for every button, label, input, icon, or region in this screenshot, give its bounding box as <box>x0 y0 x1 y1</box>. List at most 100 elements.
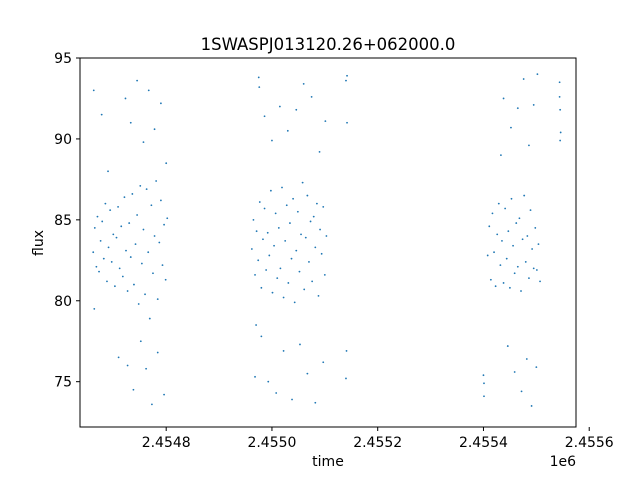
chart-title: 1SWASPJ013120.26+062000.0 <box>201 35 456 54</box>
data-point <box>486 254 489 257</box>
data-point <box>276 277 279 280</box>
data-point <box>505 257 508 260</box>
data-point <box>142 141 145 144</box>
data-point <box>499 264 502 267</box>
data-point <box>260 335 263 338</box>
data-point <box>513 371 516 373</box>
data-point <box>282 350 285 352</box>
data-point <box>147 251 150 254</box>
data-point <box>316 202 318 205</box>
data-point <box>156 298 159 301</box>
data-point <box>323 273 326 276</box>
data-point <box>133 283 135 286</box>
data-point <box>286 129 289 132</box>
data-point <box>266 231 269 234</box>
data-point <box>93 307 96 310</box>
data-point <box>281 186 283 189</box>
data-point <box>99 239 102 242</box>
data-point <box>291 398 293 401</box>
data-point <box>131 193 134 195</box>
data-point <box>160 102 162 105</box>
data-point <box>507 230 510 233</box>
data-point <box>520 290 522 292</box>
data-point <box>324 120 327 123</box>
data-point <box>126 290 129 292</box>
data-point <box>295 108 298 111</box>
data-point <box>325 235 328 237</box>
y-axis-label: flux <box>31 230 47 256</box>
data-point <box>161 264 164 267</box>
data-point <box>312 215 315 218</box>
data-point <box>529 209 532 212</box>
data-point <box>306 372 309 375</box>
data-point <box>293 301 296 304</box>
data-point <box>510 126 512 129</box>
data-point <box>296 210 299 213</box>
data-point <box>96 215 99 218</box>
data-point <box>488 225 491 228</box>
data-point <box>166 217 169 220</box>
data-point <box>153 128 156 131</box>
data-point <box>114 285 116 288</box>
data-point <box>117 205 119 208</box>
data-point <box>494 285 497 288</box>
data-point <box>526 235 529 237</box>
data-point <box>500 154 502 157</box>
data-point <box>559 131 562 134</box>
data-point <box>252 218 255 221</box>
data-point <box>151 403 153 406</box>
data-point <box>558 95 561 98</box>
data-point <box>254 375 256 378</box>
data-point <box>145 367 148 370</box>
data-point <box>523 194 526 197</box>
data-point <box>303 288 306 291</box>
data-point <box>282 296 285 299</box>
data-point <box>510 197 513 200</box>
data-point <box>93 227 96 229</box>
data-point <box>290 257 293 260</box>
data-point <box>136 214 139 216</box>
data-point <box>136 79 139 82</box>
x-tick-label: 2.4554 <box>459 435 508 451</box>
x-axis-offset-label: 1e6 <box>550 454 577 470</box>
data-point <box>345 79 347 82</box>
data-point <box>92 251 95 254</box>
data-point <box>287 282 290 284</box>
data-point <box>491 212 494 215</box>
data-point <box>265 269 268 271</box>
data-point <box>255 230 258 233</box>
data-point <box>489 278 492 281</box>
data-point <box>144 293 146 296</box>
data-point <box>263 207 266 210</box>
data-point <box>512 244 514 247</box>
data-point <box>504 207 507 210</box>
x-tick-label: 2.4550 <box>247 435 296 451</box>
data-point <box>117 356 120 359</box>
x-tick-label: 2.4552 <box>353 435 402 451</box>
data-point <box>346 121 348 124</box>
data-point <box>497 202 500 205</box>
data-point <box>268 254 271 257</box>
data-point <box>301 181 304 184</box>
data-point <box>262 238 264 241</box>
data-point <box>537 243 540 246</box>
y-tick-label: 80 <box>54 294 72 310</box>
x-axis-label: time <box>312 454 344 470</box>
y-tick-label: 75 <box>54 375 72 391</box>
data-point <box>532 267 535 270</box>
data-point <box>142 228 145 231</box>
data-point <box>160 199 162 202</box>
data-point <box>155 180 158 182</box>
data-point <box>322 205 325 208</box>
data-point <box>311 280 314 283</box>
data-point <box>118 267 121 270</box>
data-point <box>516 265 519 268</box>
data-point <box>518 217 521 220</box>
data-point <box>345 350 348 352</box>
y-tick-label: 95 <box>54 51 72 67</box>
data-point <box>275 392 278 394</box>
data-point <box>536 73 539 76</box>
data-point <box>112 233 115 236</box>
data-point <box>289 222 291 224</box>
